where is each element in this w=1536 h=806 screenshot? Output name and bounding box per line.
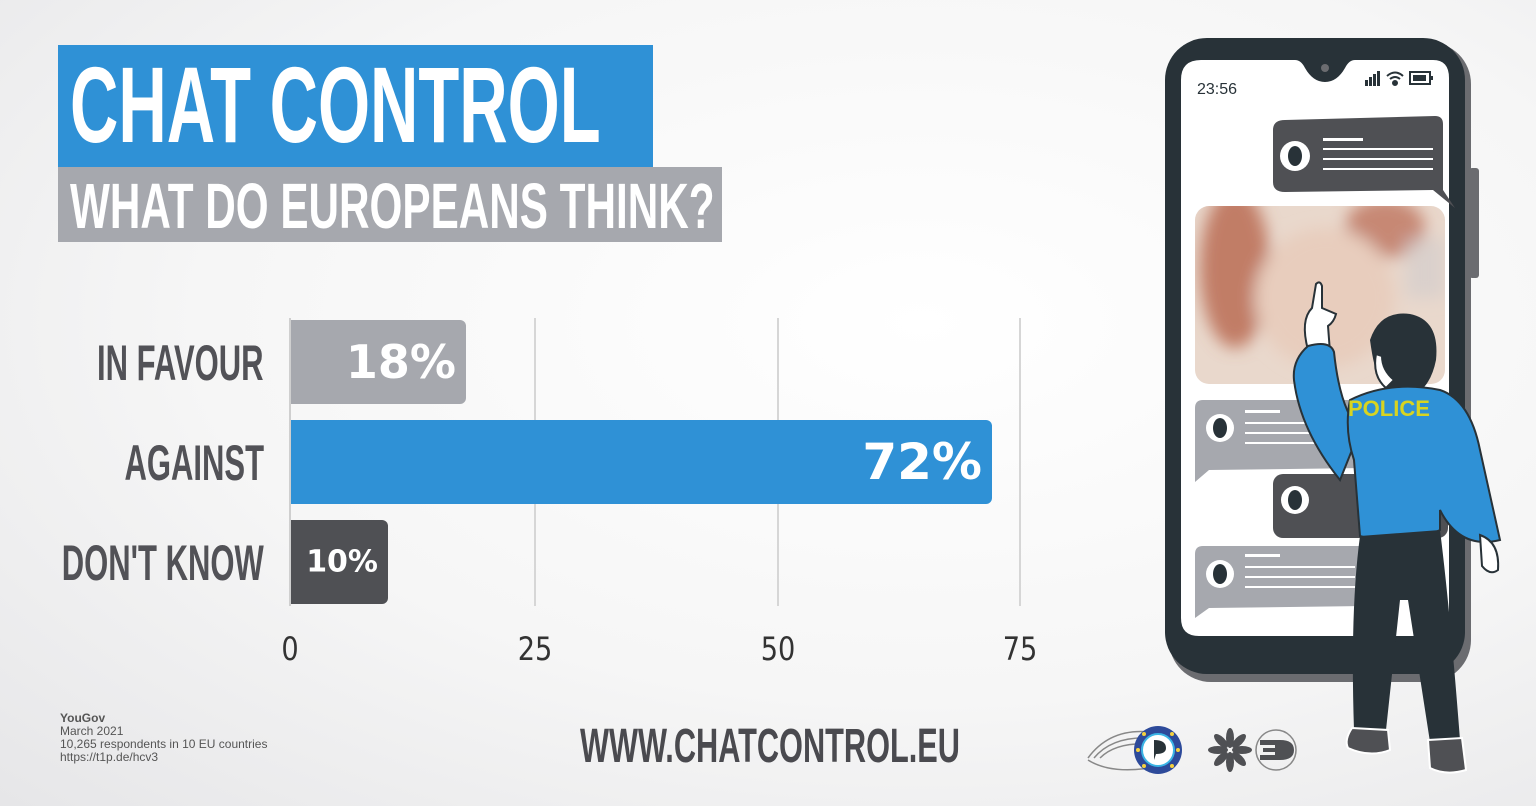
battery-icon — [1409, 71, 1433, 85]
bar-against: 72% — [291, 420, 992, 504]
source-sample: 10,265 respondents in 10 EU countries — [60, 737, 268, 751]
x-tick-0: 0 — [281, 630, 299, 668]
category-label-against: AGAINST — [124, 435, 265, 491]
source-note: YouGov March 2021 10,265 respondents in … — [60, 712, 267, 764]
gridline-75 — [1019, 318, 1021, 606]
category-label-dont-know: DON'T KNOW — [62, 535, 264, 591]
source-date: March 2021 — [60, 724, 124, 738]
camera-icon — [1321, 64, 1329, 72]
partner-logos — [1087, 726, 1297, 774]
bar-value-label: 72% — [862, 433, 982, 491]
title-banner: CHAT CONTROL — [58, 45, 653, 167]
x-tick-75: 75 — [1002, 630, 1038, 668]
bar-dont-know: 10% — [291, 520, 388, 604]
greens-efa-logo — [1208, 728, 1297, 772]
signal-icon — [1365, 71, 1380, 86]
chat-bubble-outgoing — [1195, 546, 1365, 618]
police-officer-illustration: POLICE — [1292, 281, 1502, 774]
hand-icon — [1303, 281, 1338, 354]
phone-side-button — [1469, 168, 1479, 278]
x-tick-25: 25 — [517, 630, 553, 668]
page-title: CHAT CONTROL — [70, 45, 601, 165]
source-link[interactable]: https://t1p.de/hcv3 — [60, 750, 159, 764]
source-name: YouGov — [60, 711, 106, 725]
subtitle-banner: WHAT DO EUROPEANS THINK? — [58, 167, 722, 242]
page-subtitle: WHAT DO EUROPEANS THINK? — [70, 170, 715, 242]
category-label-in-favour: IN FAVOUR — [97, 335, 264, 391]
wifi-icon — [1386, 71, 1404, 86]
website-link[interactable]: WWW.CHATCONTROL.EU — [580, 720, 960, 773]
phone-clock: 23:56 — [1197, 81, 1237, 98]
bar-value-label: 18% — [345, 335, 456, 389]
bar-in-favour: 18% — [291, 320, 466, 404]
x-tick-50: 50 — [760, 630, 796, 668]
axis-zero-line — [289, 318, 291, 606]
jacket-police-text: POLICE — [1348, 396, 1430, 421]
bar-value-label: 10% — [306, 544, 378, 580]
chat-bubble-incoming — [1273, 116, 1455, 208]
eu-parliament-pirates-logo — [1087, 726, 1182, 774]
